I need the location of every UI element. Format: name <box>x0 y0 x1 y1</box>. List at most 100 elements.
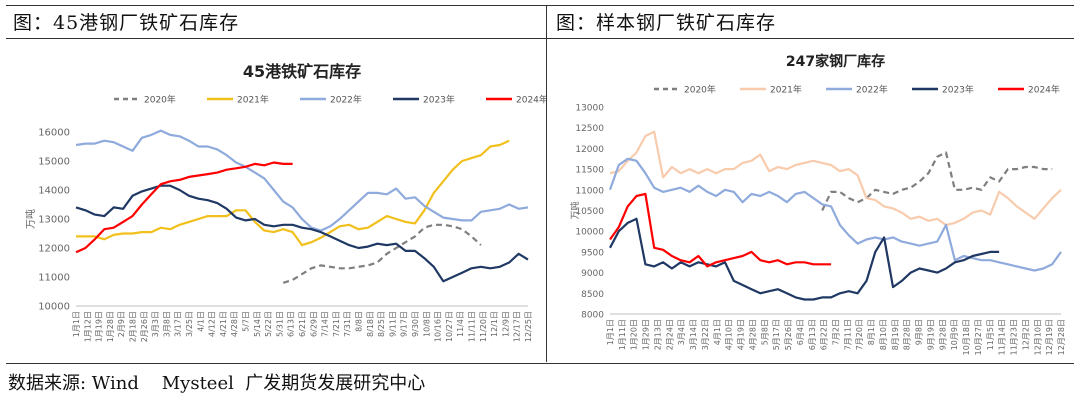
x-tick-label: 12月28日 <box>1057 319 1066 355</box>
right-panel-title: 图：样本钢厂铁矿石库存 <box>556 12 777 34</box>
x-tick-label: 9月28日 <box>938 319 947 350</box>
x-tick-label: 6月4日 <box>796 319 805 345</box>
x-tick-label: 12/1日 <box>490 311 499 337</box>
x-tick-label: 3/25日 <box>185 311 194 337</box>
series-line-2022年 <box>75 129 529 232</box>
series-line-2022年 <box>608 157 1062 272</box>
x-tick-label: 11月14日 <box>998 319 1007 355</box>
x-tick-label: 5/31日 <box>275 311 284 337</box>
y-tick-label: 11000 <box>38 273 70 284</box>
x-tick-label: 3月3日 <box>151 311 160 337</box>
x-tick-label: 11/11日 <box>468 311 477 342</box>
x-tick-label: 3月8日 <box>162 311 171 337</box>
y-tick-label: 8000 <box>581 311 604 321</box>
x-tick-label: 1月11日 <box>618 319 627 350</box>
x-tick-label: 6/29日 <box>309 311 318 337</box>
x-tick-label: 1月29日 <box>642 319 651 350</box>
x-tick-label: 1月20日 <box>630 319 639 350</box>
y-tick-label: 14000 <box>38 186 70 197</box>
x-tick-label: 5/7日 <box>242 311 251 332</box>
x-tick-label: 1月19日 <box>95 311 104 342</box>
y-tick-label: 11000 <box>575 186 604 196</box>
x-tick-label: 7月11日 <box>843 319 852 350</box>
x-tick-label: 1月12日 <box>83 311 92 342</box>
x-tick-label: 11/4日 <box>456 311 465 337</box>
x-tick-label: 2月24日 <box>665 319 674 350</box>
x-tick-label: 4月19日 <box>737 319 746 350</box>
x-tick-label: 4月28日 <box>748 319 757 350</box>
x-tick-label: 5月26日 <box>784 319 793 350</box>
legend-label-2021年: 2021年 <box>237 94 269 106</box>
x-tick-label: 12月10日 <box>1033 319 1042 355</box>
series-line-2023年 <box>609 217 1000 301</box>
x-tick-label: 5月8日 <box>760 319 769 345</box>
y-tick-label: 12000 <box>38 244 70 255</box>
legend-label-2023年: 2023年 <box>942 84 974 96</box>
x-tick-label: 12/9日 <box>501 311 510 337</box>
x-tick-label: 9月8日 <box>915 319 924 345</box>
y-tick-label: 10000 <box>575 228 604 238</box>
x-tick-label: 2月13日 <box>653 319 662 350</box>
x-tick-label: 6/21日 <box>298 311 307 337</box>
y-tick-label: 12000 <box>575 145 604 155</box>
x-tick-label: 8/8日 <box>355 311 364 332</box>
x-tick-label: 7月2日 <box>832 319 841 345</box>
series-line-2023年 <box>75 184 529 283</box>
chart-title: 247家钢厂库存 <box>786 53 885 70</box>
x-tick-label: 3月4日 <box>677 319 686 345</box>
header-rule <box>6 38 1074 39</box>
x-tick-label: 3/17日 <box>174 311 183 337</box>
x-tick-label: 12/25日 <box>524 311 533 342</box>
figure-frame <box>6 5 1074 364</box>
chart-45-ports-iron-ore-inventory: 45港铁矿石库存 2020年 2021年 2022年 2023年 2024年 10000 11… <box>24 62 546 342</box>
x-tick-label: 4月10日 <box>725 319 734 350</box>
y-tick-label: 16000 <box>38 128 70 139</box>
legend-label-2022年: 2022年 <box>856 84 888 96</box>
x-tick-label: 1月1日 <box>606 319 615 345</box>
x-tick-label: 4月1日 <box>713 319 722 345</box>
x-tick-label: 3月22日 <box>701 319 710 350</box>
x-tick-label: 7/31日 <box>343 311 352 337</box>
x-tick-label: 9月19日 <box>926 319 935 350</box>
x-tick-label: 1月28日 <box>106 311 115 342</box>
legend-label-2022年: 2022年 <box>330 94 362 106</box>
left-panel-title: 图：45港钢厂铁矿石库存 <box>13 12 240 34</box>
x-tick-label: 5月17日 <box>772 319 781 350</box>
y-tick-label: 9000 <box>581 269 604 279</box>
x-tick-label: 7月20日 <box>855 319 864 350</box>
x-tick-label: 8/18日 <box>366 311 375 337</box>
x-tick-label: 10/27日 <box>445 311 454 342</box>
panel-divider <box>546 5 547 362</box>
x-tick-label: 7/21日 <box>332 311 341 337</box>
series-line-2020年 <box>282 223 482 284</box>
x-tick-label: 5/22日 <box>264 311 273 337</box>
chart-247-steel-mills-inventory: 247家钢厂库存 2020年 2021年 2022年 2023年 2024年 8000 850… <box>569 53 1066 355</box>
x-tick-label: 8月19日 <box>891 319 900 350</box>
chart-title: 45港铁矿石库存 <box>243 62 361 81</box>
x-tick-label: 8月28日 <box>903 319 912 350</box>
y-tick-label: 10500 <box>575 207 604 217</box>
x-tick-label: 10月18日 <box>962 319 971 355</box>
x-tick-label: 1月1日 <box>72 311 81 337</box>
y-tick-label: 8500 <box>581 290 604 300</box>
x-tick-label: 3月14日 <box>689 319 698 350</box>
y-axis-label: 万吨 <box>24 209 37 229</box>
y-tick-label: 12500 <box>575 124 604 134</box>
series-line-2021年 <box>609 130 1062 227</box>
x-tick-label: 12/17日 <box>513 311 522 342</box>
legend-label-2024年: 2024年 <box>1028 84 1060 96</box>
x-tick-label: 9/30日 <box>411 311 420 337</box>
x-tick-label: 10月27日 <box>974 319 983 355</box>
y-tick-label: 15000 <box>38 157 70 168</box>
y-tick-label: 10000 <box>38 302 70 313</box>
x-tick-label: 11月5日 <box>986 319 995 350</box>
legend-label-2024年: 2024年 <box>516 94 546 106</box>
y-axis-label: 万吨 <box>569 201 581 219</box>
legend-label-2021年: 2021年 <box>770 84 802 96</box>
series-line-2021年 <box>76 139 510 247</box>
series-line-2024年 <box>75 161 293 254</box>
x-tick-label: 2月18日 <box>129 311 138 342</box>
x-tick-label: 5/14日 <box>253 311 262 337</box>
x-tick-label: 9/11日 <box>388 311 397 337</box>
x-tick-label: 6月13日 <box>808 319 817 350</box>
